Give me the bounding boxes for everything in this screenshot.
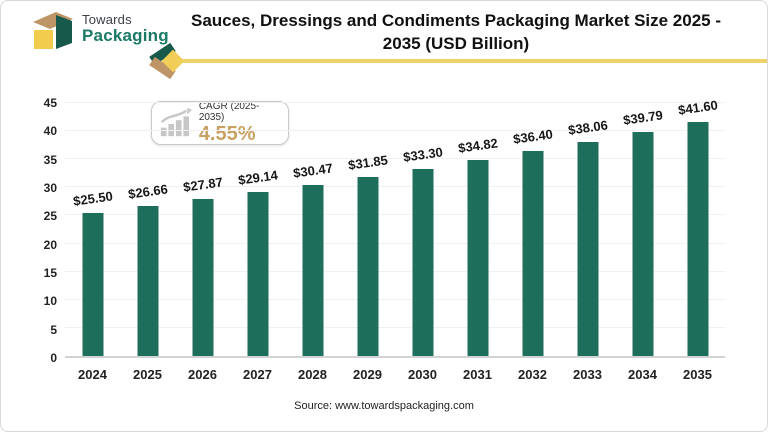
bar-slot: $36.40 — [505, 103, 560, 356]
divider-line — [177, 59, 767, 63]
bar-value-label: $30.47 — [291, 160, 334, 181]
cagr-label: CAGR (2025-2035) — [198, 101, 260, 123]
gridline — [65, 298, 725, 300]
x-tick-label: 2025 — [133, 367, 162, 382]
y-axis: 0 5 10 15 20 25 30 35 40 45 — [23, 96, 57, 365]
bar-value-label: $31.85 — [346, 152, 389, 173]
plot-area: $25.50 $26.66 $27.87 $29.14 $30.47 $31.85 $33.… — [65, 97, 725, 358]
bar-slot: $31.85 — [340, 103, 395, 356]
bar-slot: $30.47 — [285, 103, 340, 356]
bar-slot: $38.06 — [560, 103, 615, 356]
gridline — [65, 130, 725, 132]
y-tick-label: 40 — [43, 124, 57, 139]
bar-2026 — [192, 199, 213, 356]
x-axis: 2024 2025 2026 2027 2028 2029 2030 2031 2032 2033… — [65, 367, 725, 382]
bar-slot: $34.82 — [450, 103, 505, 356]
bar-value-label: $33.30 — [401, 144, 444, 165]
chart-title: Sauces, Dressings and Condiments Packagi… — [161, 10, 751, 56]
cagr-badge: CAGR (2025-2035) 4.55% — [151, 101, 289, 145]
x-tick-label: 2035 — [683, 367, 712, 382]
y-tick-label: 35 — [43, 152, 57, 167]
bar-2034 — [632, 132, 653, 356]
brand-name-towards: Towards — [82, 12, 132, 28]
y-tick-label: 15 — [43, 266, 57, 280]
x-tick-label: 2030 — [408, 367, 437, 382]
bar-value-label: $29.14 — [236, 167, 279, 188]
bar-slot: $41.60 — [670, 97, 725, 356]
x-tick-label: 2028 — [298, 367, 327, 382]
bar-2029 — [357, 176, 378, 356]
bar-2032 — [522, 151, 543, 356]
x-tick-label: 2034 — [628, 367, 657, 382]
y-tick-label: 5 — [50, 322, 57, 337]
growth-bars-arrow-icon — [160, 107, 192, 137]
bar-2024 — [82, 212, 103, 356]
bar-2031 — [467, 160, 488, 356]
x-tick-label: 2027 — [243, 367, 272, 382]
bar-value-label: $39.79 — [621, 107, 664, 128]
bar-2027 — [247, 192, 268, 356]
bar-slot: $29.14 — [230, 103, 285, 356]
x-tick-label: 2026 — [188, 367, 217, 382]
bars: $25.50 $26.66 $27.87 $29.14 $30.47 $31.85 $33.… — [65, 97, 725, 356]
bar-value-label: $36.40 — [511, 126, 554, 148]
gridline — [65, 242, 725, 244]
gridline — [65, 102, 725, 103]
x-tick-label: 2032 — [518, 367, 547, 382]
bar-2028 — [302, 184, 323, 356]
x-tick-label: 2031 — [463, 367, 492, 382]
y-tick-label: 10 — [43, 294, 57, 309]
chart-title-line1: Sauces, Dressings and Condiments Packagi… — [190, 11, 722, 30]
y-tick-label: 30 — [43, 181, 57, 195]
brand-name-packaging: Packaging — [82, 25, 169, 45]
brand-logo: Towards Packaging — [29, 8, 169, 50]
x-tick-label: 2024 — [78, 367, 107, 382]
bar-value-label: $25.50 — [71, 187, 114, 209]
bar-value-label: $41.60 — [676, 97, 719, 118]
gridline — [65, 214, 725, 216]
bar-slot: $27.87 — [175, 103, 230, 356]
bar-slot: $25.50 — [65, 103, 120, 356]
brand-name: Towards Packaging — [82, 13, 169, 44]
bar-2030 — [412, 168, 433, 356]
gridline — [65, 326, 725, 328]
gridline — [65, 270, 725, 272]
packaging-cube-icon — [33, 12, 73, 49]
cagr-value: 4.55% — [198, 123, 256, 145]
bar-2035 — [687, 122, 708, 356]
bar-slot: $33.30 — [395, 103, 450, 356]
bar-value-label: $38.06 — [566, 117, 609, 138]
gridline — [65, 158, 725, 160]
chart-title-line2: 2035 (USD Billion) — [382, 33, 530, 53]
divider-chevron-icon — [149, 42, 185, 80]
y-tick-label: 45 — [43, 96, 57, 110]
bar-slot: $26.66 — [120, 103, 175, 356]
bar-value-label: $26.66 — [126, 181, 169, 202]
y-tick-label: 25 — [43, 209, 57, 224]
y-tick-label: 0 — [50, 351, 57, 365]
bar-value-label: $27.87 — [181, 174, 224, 196]
bar-slot: $39.79 — [615, 103, 670, 356]
y-tick-label: 20 — [43, 237, 57, 252]
gridline — [65, 186, 725, 188]
x-tick-label: 2029 — [353, 367, 382, 382]
source-note: Source: www.towardspackaging.com — [294, 400, 474, 412]
bar-2033 — [577, 142, 598, 356]
bar-value-label: $34.82 — [456, 135, 499, 156]
x-tick-label: 2033 — [573, 367, 602, 382]
bar-2025 — [137, 206, 158, 356]
